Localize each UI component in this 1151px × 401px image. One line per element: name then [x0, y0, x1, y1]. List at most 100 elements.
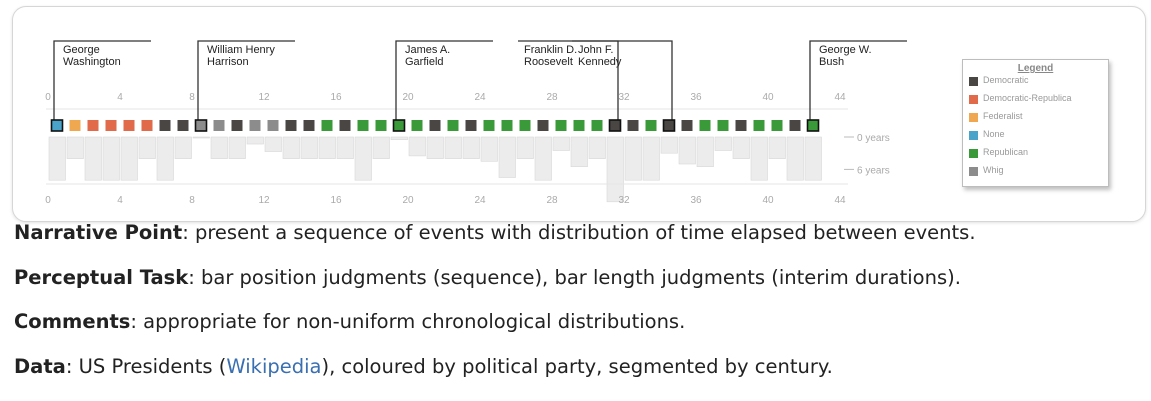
president-square [627, 120, 639, 131]
data-paragraph: Data: US Presidents (Wikipedia), coloure… [14, 354, 1144, 378]
president-square [806, 119, 820, 132]
duration-bar [786, 136, 804, 181]
legend-swatch-whig [969, 167, 978, 176]
x-tick-label-bottom: 28 [546, 195, 558, 206]
president-square [231, 120, 243, 131]
president-square [771, 120, 783, 131]
data-heading: Data [14, 354, 66, 378]
legend-label: Federalist [983, 111, 1023, 121]
duration-bar [318, 136, 336, 159]
president-square [519, 120, 531, 131]
president-square [465, 120, 477, 131]
x-tick-label-bottom: 8 [189, 195, 195, 206]
x-tick-label-top: 44 [834, 92, 846, 103]
duration-bar [282, 136, 300, 159]
duration-bar [66, 136, 84, 159]
duration-bar [84, 136, 102, 181]
callout-label: Roosevelt [524, 56, 573, 68]
president-square [321, 120, 333, 131]
callout-line [395, 40, 493, 126]
president-square [537, 120, 549, 131]
president-square [339, 120, 351, 131]
duration-bar [390, 136, 408, 141]
duration-bar [426, 136, 444, 159]
x-tick-label-top: 36 [690, 92, 702, 103]
x-tick-label-top: 8 [189, 92, 195, 103]
president-square [141, 120, 153, 131]
duration-bar [480, 136, 498, 162]
president-square [717, 120, 729, 131]
president-square [573, 120, 585, 131]
legend-item-federalist: Federalist [963, 110, 1108, 128]
legend-label: Republican [983, 147, 1029, 157]
legend-item-whig: Whig [963, 164, 1108, 182]
narrative-point-text: : present a sequence of events with dist… [182, 221, 976, 244]
duration-bar [300, 136, 318, 159]
x-tick-label-top: 24 [474, 92, 486, 103]
x-tick-label-bottom: 0 [45, 195, 51, 206]
legend-label: Democratic-Republica [983, 93, 1072, 103]
president-square [555, 120, 567, 131]
president-square [411, 120, 423, 131]
legend-item-democratic: Democratic [963, 74, 1108, 92]
duration-bar [552, 136, 570, 151]
president-square [177, 120, 189, 131]
president-square [87, 120, 99, 131]
duration-bar [246, 136, 264, 145]
callout-label: Harrison [207, 56, 249, 68]
duration-bar [732, 136, 750, 159]
duration-bar [624, 136, 642, 181]
x-tick-label-top: 32 [618, 92, 630, 103]
president-square [662, 119, 676, 132]
president-square [267, 120, 279, 131]
duration-bar [750, 136, 768, 181]
data-text-post: ), coloured by political party, segmente… [321, 354, 833, 378]
president-square [429, 120, 441, 131]
duration-bar [516, 136, 534, 159]
legend-swatch-republican [969, 149, 978, 158]
comments-text: : appropriate for non-uniform chronologi… [130, 310, 686, 333]
x-tick-label-bottom: 44 [834, 195, 846, 206]
x-tick-label-top: 16 [330, 92, 342, 103]
duration-bar [174, 136, 192, 159]
duration-bar [138, 136, 156, 159]
callout-label: William Henry [207, 44, 275, 56]
president-square [105, 120, 117, 131]
president-square [608, 119, 622, 132]
duration-bar [336, 136, 354, 159]
president-square [375, 120, 387, 131]
legend-item-democratic-republican: Democratic-Republica [963, 92, 1108, 110]
wikipedia-link[interactable]: Wikipedia [226, 354, 322, 378]
callout-label: Franklin D. [524, 44, 577, 56]
president-square [735, 120, 747, 131]
duration-tick-label: 6 years [857, 165, 890, 176]
callout-label: Washington [63, 56, 121, 68]
x-tick-label-top: 0 [45, 92, 51, 103]
callout-label: Kennedy [578, 56, 622, 68]
x-tick-label-bottom: 32 [618, 195, 630, 206]
legend-swatch-democratic [969, 77, 978, 86]
duration-bar [228, 136, 246, 159]
duration-bar [660, 136, 678, 154]
callout-line [53, 40, 151, 126]
narrative-point-heading: Narrative Point [14, 221, 183, 244]
president-square [681, 120, 693, 131]
president-square [285, 120, 297, 131]
x-tick-label-top: 28 [546, 92, 558, 103]
callout-label: John F. [578, 44, 613, 56]
x-tick-label-bottom: 12 [258, 195, 270, 206]
duration-bar [156, 136, 174, 181]
duration-bar [768, 136, 786, 159]
president-square [789, 120, 801, 131]
legend-label: None [983, 129, 1005, 139]
president-square [699, 120, 711, 131]
legend-swatch-federalist [969, 113, 978, 122]
legend-item-republican: Republican [963, 146, 1108, 164]
callout-label: George [63, 44, 100, 56]
callout-label: George W. [819, 44, 872, 56]
duration-bar [606, 136, 624, 203]
x-tick-label-top: 4 [117, 92, 123, 103]
narrative-point-paragraph: Narrative Point: present a sequence of e… [14, 222, 1144, 244]
